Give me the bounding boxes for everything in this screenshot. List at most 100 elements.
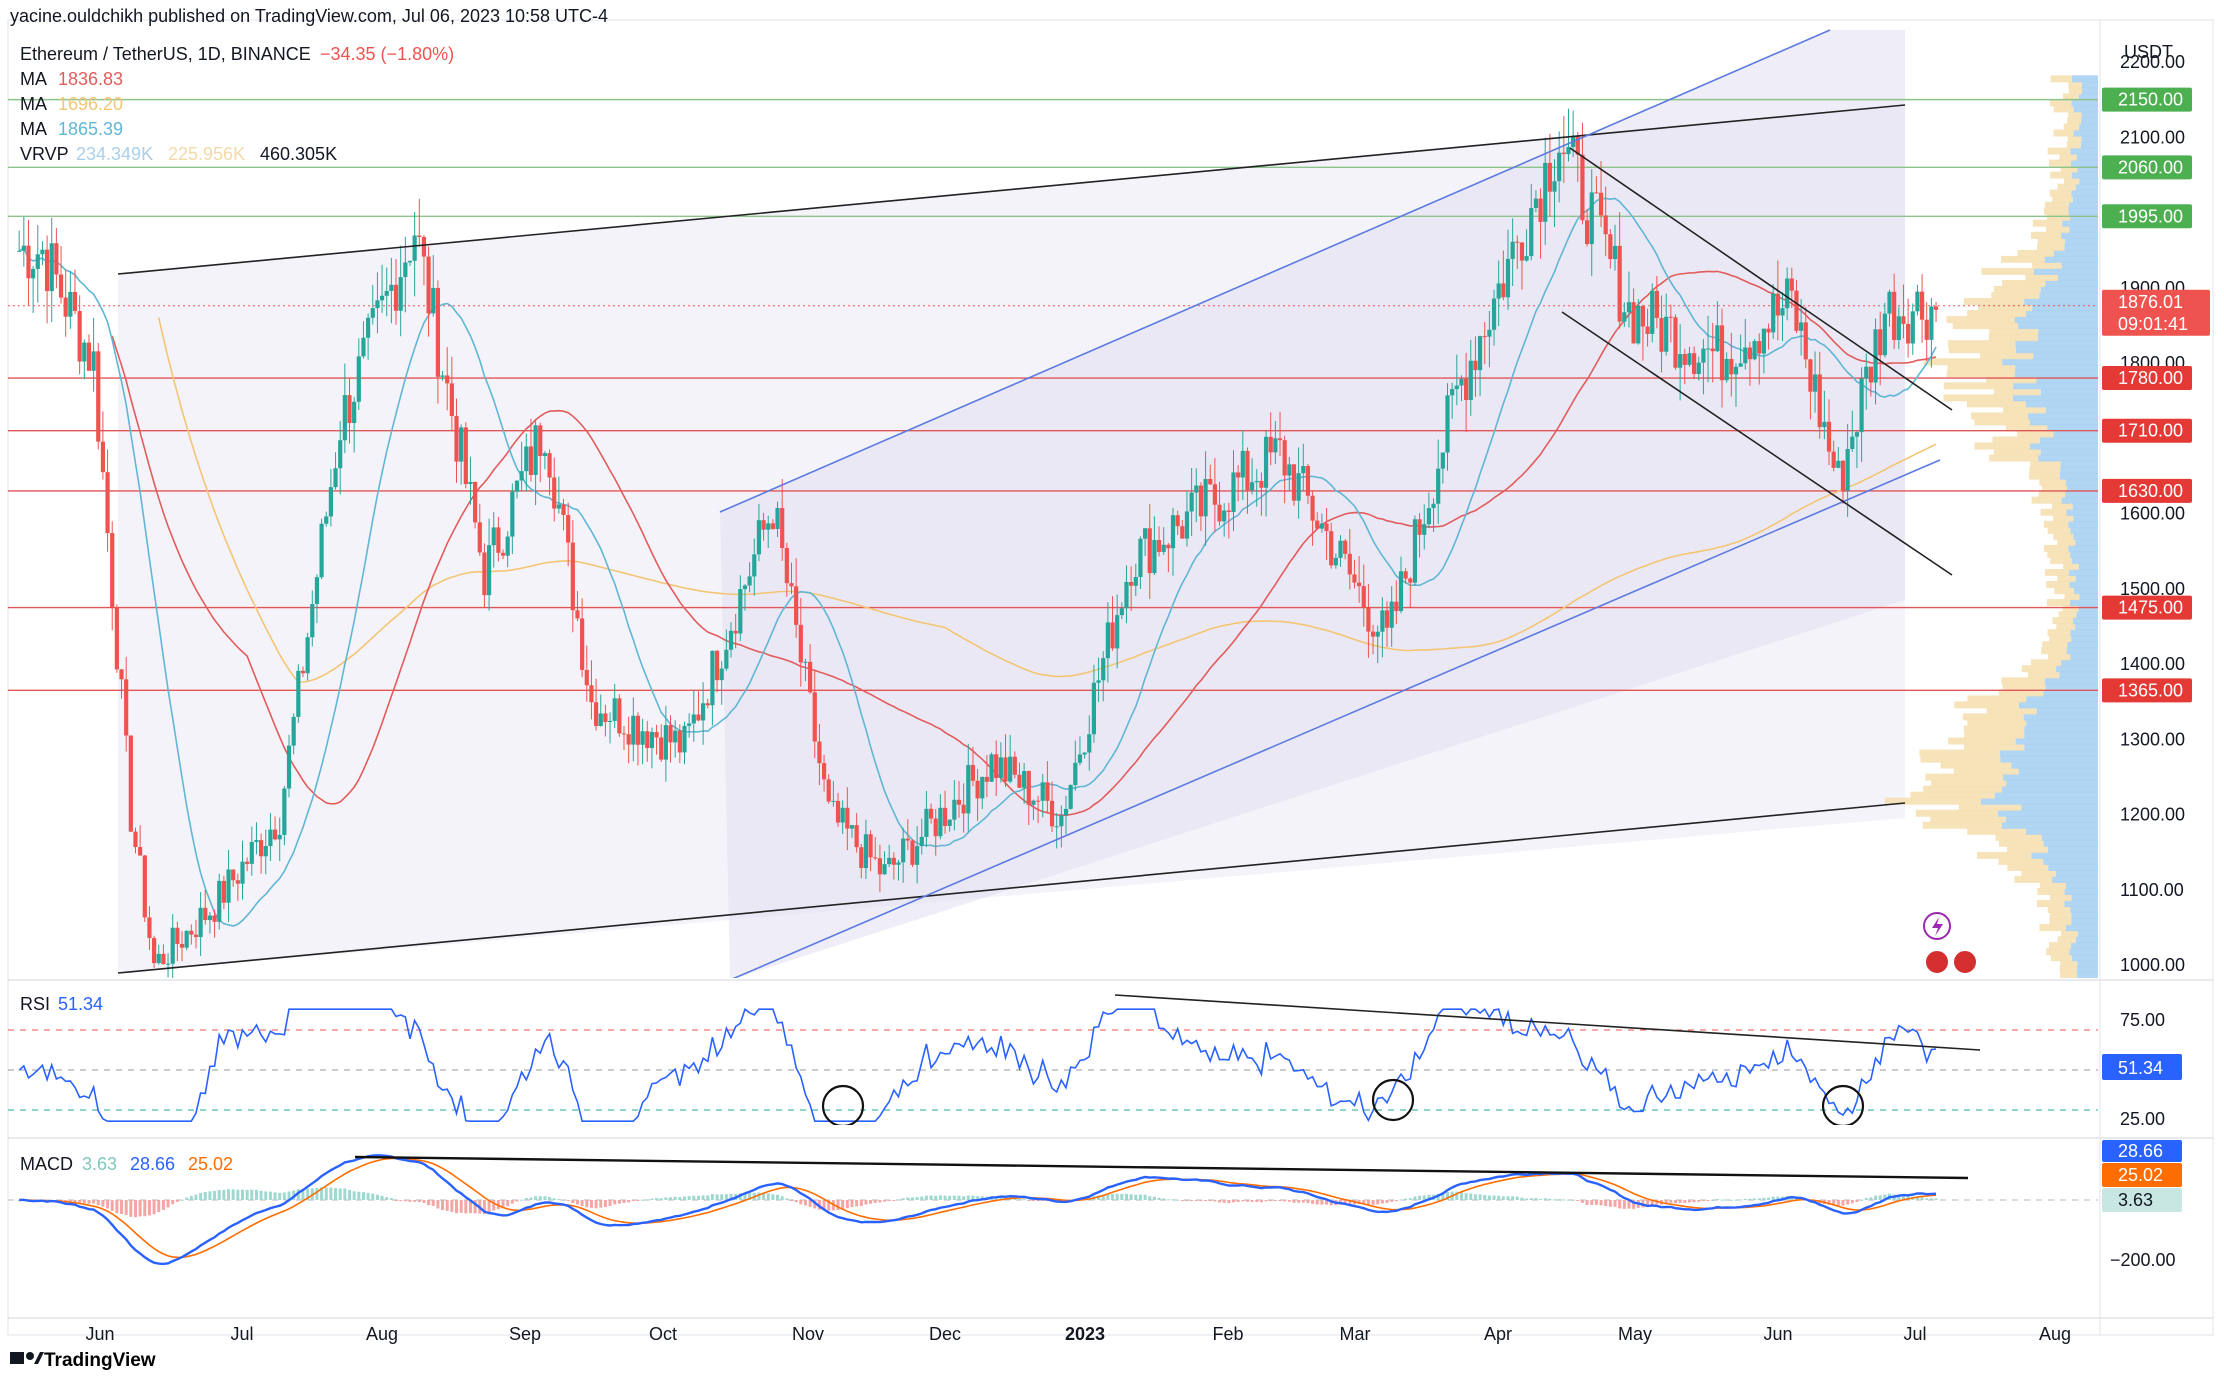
falling-channel-lower[interactable]	[1561, 311, 1953, 576]
candle-body	[1701, 348, 1706, 363]
falling-channel-upper[interactable]	[1569, 147, 1953, 411]
vrvp-bar-sell	[2007, 845, 2049, 853]
candle-body	[1743, 347, 1748, 364]
candle-body	[528, 446, 534, 475]
time-tick-label: Feb	[1212, 1324, 1243, 1344]
vrvp-bar-buy	[2081, 111, 2098, 119]
vrvp-bar-buy	[2001, 821, 2098, 829]
candle-body	[426, 256, 431, 314]
vrvp-bar-buy	[2040, 388, 2098, 396]
vrvp-bar-sell	[1988, 334, 2038, 342]
macd-hist-bar	[147, 1200, 151, 1216]
us-flag-event-icon[interactable]	[1924, 949, 1950, 975]
symbol-title[interactable]: Ethereum / TetherUS, 1D, BINANCE	[20, 44, 311, 64]
rising-channel-upper[interactable]	[719, 29, 1831, 513]
macd-hist-bar	[1013, 1198, 1017, 1200]
candle-body	[1482, 336, 1487, 338]
macd-hist-bar	[1473, 1194, 1477, 1200]
candle-body	[1589, 192, 1594, 245]
candle-body	[417, 235, 422, 237]
vrvp-bar-sell	[2021, 869, 2056, 877]
candle-body	[1133, 577, 1138, 586]
macd-hist-bar	[361, 1192, 365, 1200]
vrvp-bar-buy	[2040, 448, 2098, 456]
candle-body	[1910, 311, 1915, 344]
vrvp-bar-sell	[1999, 839, 2044, 847]
us-flag-event-icon-2[interactable]	[1952, 949, 1978, 975]
macd-hist-bar	[306, 1188, 310, 1200]
candle-body	[691, 714, 696, 724]
vrvp-bar-buy	[2071, 894, 2098, 902]
candle-body	[128, 735, 133, 832]
vrvp-bar-buy	[2081, 135, 2098, 143]
candle-body	[361, 337, 366, 357]
vrvp-bar-sell	[1991, 292, 2040, 300]
candle-body	[984, 776, 990, 782]
candle-body	[742, 585, 748, 590]
vrvp-bar-sell	[2045, 225, 2070, 233]
candle-body	[1840, 460, 1846, 491]
vrvp-bar-sell	[1930, 815, 2006, 823]
macd-hist-bar	[450, 1200, 454, 1212]
time-tick-label: Apr	[1484, 1324, 1512, 1344]
candle-body	[1543, 162, 1548, 222]
vrvp-bar-buy	[2013, 382, 2098, 390]
candle-body	[370, 308, 375, 318]
macd-hist-bar	[1436, 1193, 1440, 1200]
candle-body	[1333, 557, 1338, 566]
macd-hist-bar	[813, 1200, 817, 1209]
vrvp-bar-buy	[2026, 695, 2098, 703]
candle-body	[1868, 366, 1873, 383]
vrvp-bar-buy	[2069, 599, 2098, 607]
candle-body	[775, 508, 780, 529]
vrvp-bar-sell	[2059, 153, 2077, 161]
macd-hist-bar	[678, 1197, 682, 1200]
time-tick-label: Dec	[929, 1324, 961, 1344]
macd-hist-bar	[575, 1200, 579, 1205]
candle-body	[798, 624, 803, 663]
upper-trendline[interactable]	[117, 104, 1906, 275]
macd-hist-bar	[841, 1200, 845, 1209]
candle-body	[86, 342, 92, 371]
macd-hist-bar	[1148, 1196, 1152, 1200]
time-axis[interactable]: Jun Jul Aug Sep Oct Nov Dec 2023 Feb Mar Apr May Jun…	[85, 1324, 2071, 1344]
vrvp-bar-buy	[2077, 165, 2098, 173]
macd-hist-bar	[259, 1190, 263, 1200]
macd-hist-bar	[1204, 1200, 1208, 1201]
macd-hist-bar	[385, 1197, 389, 1200]
price-tick-label: 1300.00	[2120, 729, 2185, 749]
candle-body	[356, 356, 361, 402]
vrvp-bar-buy	[2077, 960, 2098, 968]
ma3-value: 1865.39	[58, 119, 123, 139]
rising-channel-lower[interactable]	[730, 459, 1941, 980]
vrvp-bar-sell	[2029, 466, 2061, 474]
macd-hist-bar	[1729, 1199, 1733, 1201]
price-axis[interactable]: 2200.002100.001900.001800.001600.001500.…	[2120, 52, 2185, 975]
lower-trendline[interactable]	[117, 802, 1906, 974]
vrvp-bar-buy	[2078, 605, 2098, 613]
candle-body	[1789, 278, 1794, 291]
macd-hist-bar	[1036, 1200, 1040, 1201]
vrvp-bar-buy	[2025, 310, 2098, 318]
candle-body	[1808, 359, 1813, 392]
tradingview-logo[interactable]	[10, 1352, 44, 1364]
vrvp-bar-sell	[2052, 502, 2073, 510]
macd-hist-bar	[664, 1197, 668, 1200]
macd-hist-bar	[827, 1200, 831, 1211]
macd-divergence-line[interactable]	[354, 1155, 1969, 1180]
macd-hist-bar	[1459, 1191, 1463, 1200]
rsi-divergence-line[interactable]	[1114, 994, 1981, 1051]
candle-body	[431, 287, 436, 314]
macd-hist-bar	[636, 1200, 640, 1201]
macd-hist-bar	[278, 1192, 282, 1200]
vrvp-bar-sell	[1989, 454, 2039, 462]
candle-body	[114, 607, 119, 670]
vrvp-bar-buy	[2055, 869, 2098, 877]
vrvp-bar-sell	[2050, 75, 2072, 83]
macd-hist-bar	[231, 1189, 235, 1200]
candle-body	[1370, 631, 1376, 637]
macd-hist-bar	[883, 1200, 887, 1202]
macd-signal-tag-text: 25.02	[2118, 1165, 2163, 1185]
macd-hist-bar	[240, 1189, 244, 1200]
